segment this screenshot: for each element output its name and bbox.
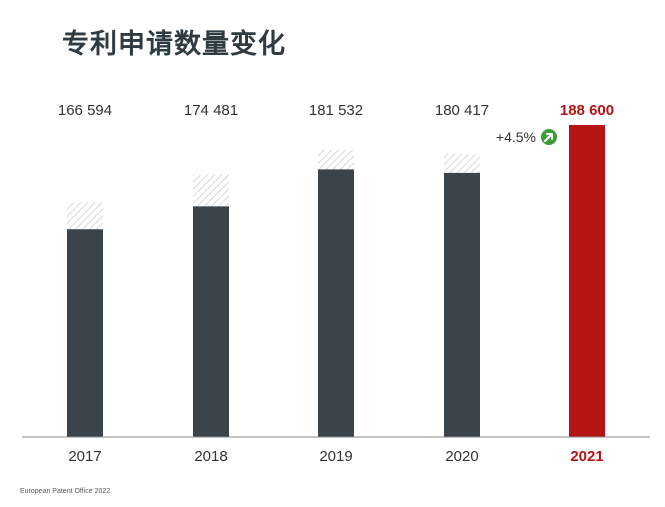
bar-2017 xyxy=(67,229,103,437)
growth-annotation: +4.5% xyxy=(496,129,536,145)
value-label-2017: 166 594 xyxy=(58,102,112,119)
bar-hatch-2017 xyxy=(67,202,103,230)
bar-hatch-2018 xyxy=(193,174,229,207)
value-label-2019: 181 532 xyxy=(309,102,363,119)
source-footer: European Patent Office 2022 xyxy=(20,488,111,495)
bar-hatch-2019 xyxy=(318,149,354,170)
bar-hatch-2020 xyxy=(444,153,480,173)
value-label-2021: 188 600 xyxy=(560,102,614,119)
bar-2020 xyxy=(444,172,480,437)
x-tick-label-2019: 2019 xyxy=(319,448,352,465)
value-label-2018: 174 481 xyxy=(184,102,238,119)
value-label-2020: 180 417 xyxy=(435,102,489,119)
bar-2019 xyxy=(318,169,354,437)
page-title: 专利申请数量变化 xyxy=(62,29,286,60)
x-tick-label-2018: 2018 xyxy=(194,448,227,465)
x-tick-label-2020: 2020 xyxy=(445,448,478,465)
bar-2021 xyxy=(569,125,605,437)
x-tick-label-2021: 2021 xyxy=(570,448,603,465)
arrow-up-right-icon xyxy=(541,129,557,145)
x-tick-label-2017: 2017 xyxy=(68,448,101,465)
bar-2018 xyxy=(193,206,229,437)
